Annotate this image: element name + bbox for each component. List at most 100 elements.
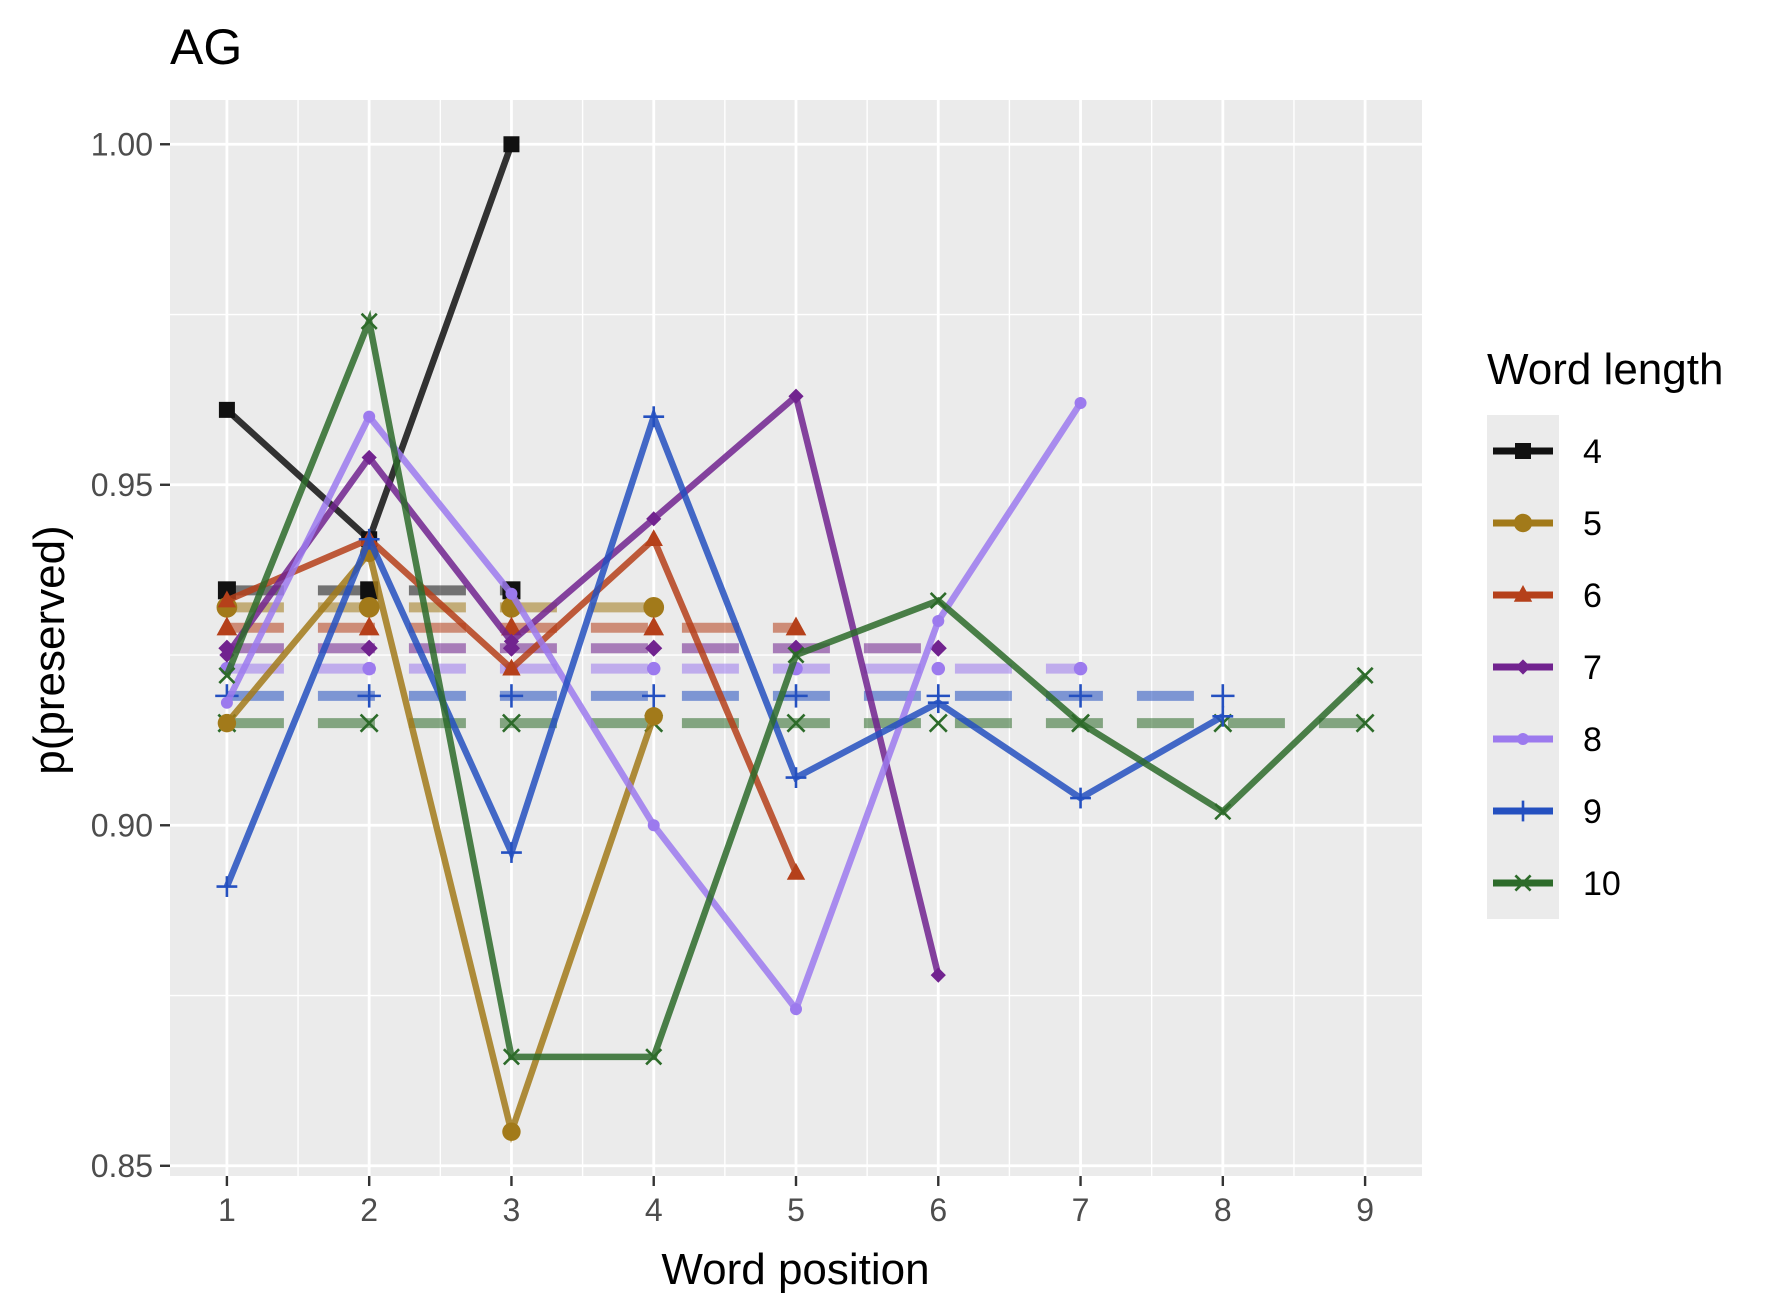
data-point	[1515, 443, 1531, 459]
data-point	[645, 639, 663, 657]
data-point	[361, 449, 377, 466]
y-tick-label: 0.95	[91, 467, 153, 503]
data-point	[642, 684, 666, 708]
data-point	[643, 406, 665, 428]
series-8	[220, 397, 1087, 1016]
data-point	[786, 713, 806, 733]
data-point	[358, 597, 380, 618]
x-tick-label: 1	[218, 1192, 236, 1228]
data-point	[1355, 713, 1375, 733]
data-point	[1212, 705, 1234, 727]
mean-line-8	[220, 661, 1088, 676]
data-point	[928, 713, 948, 733]
data-point	[1211, 684, 1235, 708]
legend-item-7: 7	[1493, 649, 1602, 687]
x-axis-label: Word position	[661, 1245, 930, 1294]
legend-label: 7	[1583, 649, 1602, 687]
y-tick-label: 1.00	[91, 126, 153, 162]
data-point	[644, 529, 663, 547]
y-tick-label: 0.85	[91, 1148, 153, 1184]
data-point	[1512, 800, 1534, 822]
data-point	[505, 587, 518, 600]
legend-item-5: 5	[1493, 505, 1602, 543]
legend-label: 6	[1583, 577, 1602, 615]
data-point	[503, 136, 520, 153]
data-point	[502, 1048, 520, 1066]
data-point	[1068, 684, 1093, 708]
series-6	[217, 529, 806, 880]
data-point	[784, 684, 808, 708]
legend-item-9: 9	[1493, 793, 1602, 831]
data-point	[357, 684, 381, 708]
data-point	[503, 633, 520, 650]
legend-label: 10	[1583, 865, 1621, 903]
data-point	[927, 692, 949, 714]
chart-title: AG	[170, 19, 243, 75]
x-tick-label: 2	[360, 1192, 378, 1228]
data-point	[360, 639, 378, 657]
series-10	[218, 309, 1374, 1066]
data-point	[1514, 874, 1532, 892]
data-point	[218, 666, 236, 684]
data-point	[646, 511, 662, 527]
data-point	[786, 862, 806, 880]
data-point	[216, 616, 238, 636]
data-point	[360, 312, 378, 330]
data-point	[363, 410, 376, 423]
x-tick-label: 5	[787, 1192, 805, 1228]
data-point	[785, 616, 807, 636]
data-point	[646, 661, 661, 676]
x-tick-label: 6	[929, 1192, 947, 1228]
legend-item-4: 4	[1493, 433, 1602, 471]
data-point	[1070, 787, 1091, 809]
data-point	[932, 614, 945, 627]
data-point	[217, 590, 237, 608]
data-point	[647, 819, 660, 832]
x-tick-label: 8	[1214, 1192, 1232, 1228]
legend-item-6: 6	[1493, 577, 1602, 615]
data-point	[217, 581, 236, 600]
data-point	[360, 581, 379, 600]
data-point	[1513, 513, 1533, 533]
x-tick-label: 3	[503, 1192, 521, 1228]
data-point	[931, 661, 946, 676]
x-tick-label: 7	[1072, 1192, 1090, 1228]
legend-label: 5	[1583, 505, 1602, 543]
data-point	[359, 713, 379, 733]
data-point	[362, 661, 376, 676]
data-point	[788, 388, 804, 404]
data-point	[643, 597, 665, 618]
legend-label: 8	[1583, 721, 1602, 759]
legend-label: 4	[1583, 433, 1602, 471]
data-point	[645, 1048, 663, 1066]
data-point	[216, 876, 238, 897]
series-9	[216, 406, 1234, 897]
legend-label: 9	[1583, 793, 1602, 831]
data-point	[502, 658, 521, 676]
data-point	[1515, 659, 1531, 675]
data-point	[929, 639, 947, 657]
y-axis-label: p(preserved)	[25, 525, 74, 775]
data-point	[502, 1122, 521, 1141]
data-point	[1356, 666, 1374, 684]
series-line	[223, 407, 1225, 888]
data-point	[501, 842, 522, 863]
x-tick-label: 9	[1356, 1192, 1374, 1228]
legend-item-8: 8	[1493, 721, 1602, 759]
data-point	[1074, 397, 1087, 410]
data-point	[1072, 714, 1090, 732]
data-point	[217, 713, 237, 733]
legend-title: Word length	[1487, 345, 1724, 394]
data-point	[501, 713, 521, 733]
data-point	[1517, 733, 1529, 745]
data-point	[1214, 803, 1232, 821]
y-tick-label: 0.90	[91, 807, 153, 843]
series-line	[224, 390, 942, 976]
data-point	[644, 707, 663, 726]
data-point	[643, 616, 665, 636]
data-point	[358, 616, 380, 636]
legend-item-10: 10	[1493, 865, 1621, 903]
data-point	[218, 401, 235, 418]
series-5	[217, 543, 663, 1144]
